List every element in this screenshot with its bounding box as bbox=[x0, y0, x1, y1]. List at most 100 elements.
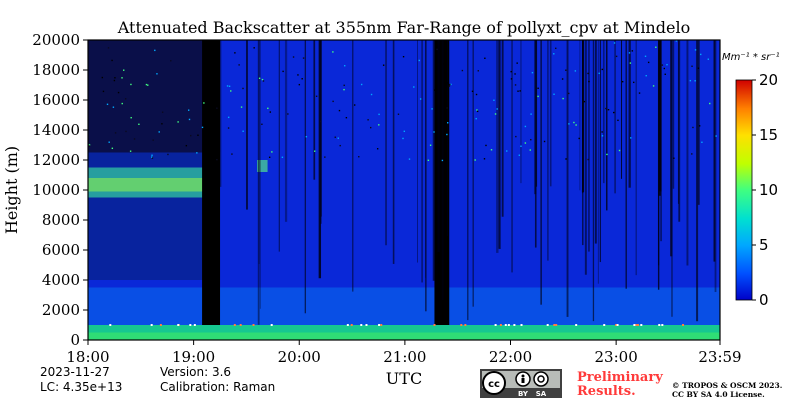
noise-speckle bbox=[543, 140, 546, 143]
noise-speckle bbox=[434, 89, 436, 91]
noise-speckle bbox=[151, 157, 154, 159]
aerosol-dot bbox=[513, 324, 516, 326]
noise-speckle bbox=[227, 127, 230, 129]
noise-speckle bbox=[121, 77, 123, 79]
signal-dropout-streak bbox=[467, 40, 469, 321]
y-tick-label: 12000 bbox=[32, 151, 80, 169]
noise-speckle bbox=[216, 158, 218, 161]
signal-dropout-streak bbox=[501, 40, 504, 217]
surface-band bbox=[88, 332, 720, 340]
signal-dropout-streak bbox=[635, 40, 637, 276]
x-tick-label: 23:59 bbox=[698, 348, 741, 366]
noise-speckle bbox=[408, 158, 411, 160]
aerosol-dot bbox=[682, 324, 685, 326]
noise-speckle bbox=[124, 98, 127, 100]
noise-speckle bbox=[397, 113, 400, 115]
signal-dropout-streak bbox=[352, 40, 354, 292]
noise-speckle bbox=[343, 84, 345, 87]
noise-speckle bbox=[574, 70, 577, 72]
noise-speckle bbox=[130, 116, 132, 119]
y-tick-label: 20000 bbox=[32, 31, 80, 49]
preliminary-notice: Preliminary Results. bbox=[577, 370, 663, 399]
noise-speckle bbox=[524, 142, 527, 144]
preliminary-line-1: Preliminary bbox=[577, 370, 663, 385]
signal-dropout-streak bbox=[258, 40, 260, 264]
noise-speckle bbox=[343, 88, 345, 91]
noise-speckle bbox=[631, 50, 634, 52]
noise-speckle bbox=[313, 150, 316, 152]
noise-speckle bbox=[302, 57, 305, 59]
aerosol-dot bbox=[270, 324, 273, 326]
noise-speckle bbox=[561, 78, 564, 80]
noise-speckle bbox=[446, 107, 448, 109]
noise-speckle bbox=[483, 158, 486, 160]
aerosol-dot bbox=[177, 324, 180, 326]
noise-speckle bbox=[403, 130, 406, 133]
heatmap-speckle bbox=[88, 40, 717, 326]
aerosol-dot bbox=[380, 324, 383, 326]
noise-speckle bbox=[510, 70, 512, 73]
copyright-line-1: © TROPOS & OSCM 2023. bbox=[672, 381, 782, 390]
signal-dropout-streak bbox=[620, 40, 623, 179]
aerosol-dot bbox=[239, 324, 242, 326]
signal-dropout-streak bbox=[540, 40, 542, 305]
cc-license-badge: cc BY SA bbox=[480, 369, 562, 398]
noise-speckle bbox=[691, 65, 693, 67]
noise-speckle bbox=[152, 139, 154, 141]
y-tick-label: 0 bbox=[70, 331, 80, 349]
noise-speckle bbox=[573, 121, 575, 124]
noise-speckle bbox=[615, 55, 618, 58]
signal-dropout-streak bbox=[579, 40, 581, 191]
attribution-body bbox=[521, 378, 525, 383]
noise-speckle bbox=[113, 79, 116, 82]
noise-speckle bbox=[337, 137, 339, 139]
colorbar-tick-label: 0 bbox=[759, 291, 769, 309]
colorbar-tick-label: 15 bbox=[759, 126, 778, 144]
signal-dropout-streak bbox=[584, 40, 587, 275]
aerosol-dot bbox=[233, 324, 236, 326]
noise-speckle bbox=[476, 110, 479, 113]
noise-speckle bbox=[601, 135, 604, 137]
signal-dropout-streak bbox=[496, 40, 499, 253]
noise-speckle bbox=[111, 147, 114, 150]
noise-speckle bbox=[112, 106, 115, 108]
noise-speckle bbox=[583, 100, 586, 103]
noise-speckle bbox=[565, 69, 567, 71]
noise-speckle bbox=[707, 58, 710, 60]
x-tick-label: 19:00 bbox=[172, 348, 215, 366]
noise-speckle bbox=[429, 144, 432, 146]
noise-speckle bbox=[369, 126, 372, 129]
noise-speckle bbox=[601, 68, 603, 71]
noise-speckle bbox=[130, 83, 132, 86]
noise-speckle bbox=[151, 154, 153, 156]
noise-speckle bbox=[107, 47, 110, 49]
noise-speckle bbox=[402, 55, 405, 58]
signal-dropout-streak bbox=[533, 40, 537, 195]
signal-dropout-streak bbox=[437, 40, 440, 252]
signal-dropout-streak bbox=[672, 40, 675, 189]
noise-speckle bbox=[227, 116, 230, 119]
noise-speckle bbox=[715, 135, 717, 137]
aerosol-dot bbox=[378, 324, 381, 326]
aerosol-dot bbox=[464, 324, 467, 326]
y-tick-label: 4000 bbox=[42, 271, 80, 289]
aerosol-dot bbox=[365, 324, 368, 326]
x-axis: 18:00 19:00 20:00 21:00 22:00 23:00 23:59 bbox=[66, 340, 742, 366]
noise-speckle bbox=[475, 117, 477, 120]
noise-speckle bbox=[450, 83, 452, 86]
signal-dropout-streak bbox=[697, 40, 700, 205]
aerosol-dot bbox=[150, 324, 153, 326]
signal-dropout-streak bbox=[678, 40, 681, 222]
noise-speckle bbox=[177, 121, 179, 123]
noise-speckle bbox=[475, 93, 478, 96]
signal-dropout-streak bbox=[432, 40, 436, 281]
noise-speckle bbox=[161, 111, 164, 113]
noise-speckle bbox=[196, 152, 198, 154]
heatmap-bands bbox=[88, 40, 720, 340]
y-tick-label: 2000 bbox=[42, 301, 80, 319]
share-alike-arc bbox=[537, 375, 545, 383]
y-tick-label: 6000 bbox=[42, 241, 80, 259]
noise-speckle bbox=[562, 97, 564, 100]
noise-speckle bbox=[216, 107, 218, 109]
